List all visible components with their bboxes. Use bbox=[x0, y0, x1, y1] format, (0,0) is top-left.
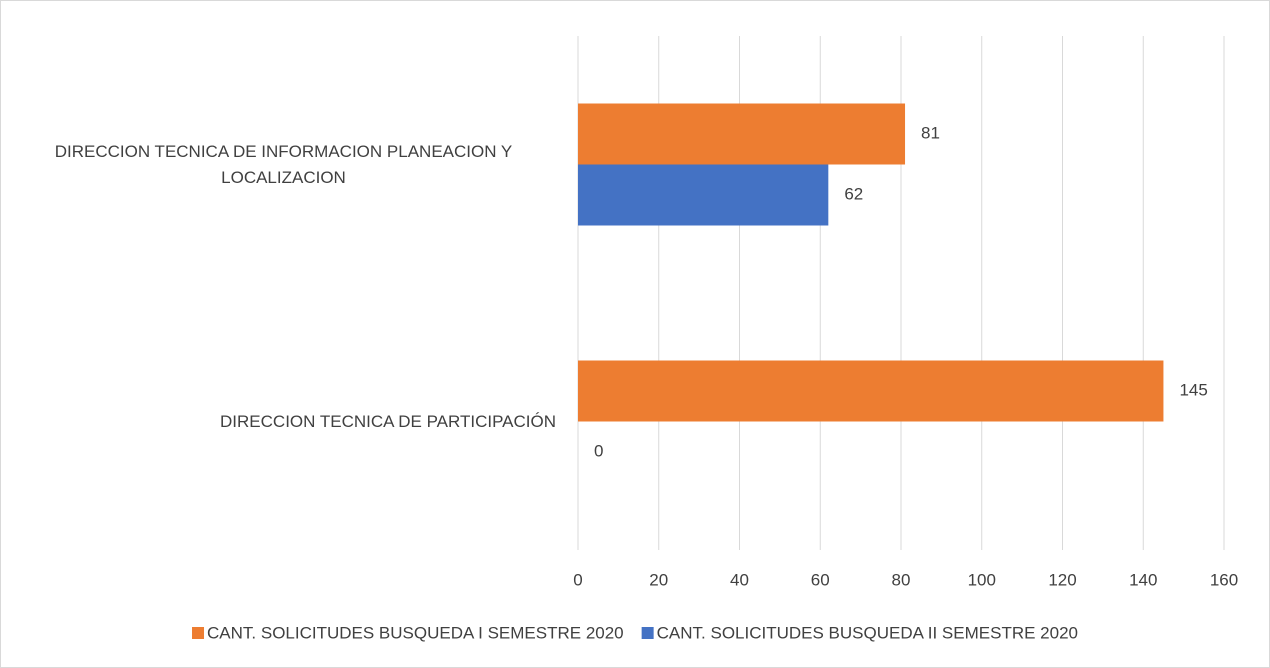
bar bbox=[578, 164, 829, 226]
x-tick-label: 120 bbox=[1048, 570, 1076, 589]
data-label: 81 bbox=[921, 123, 940, 142]
y-tick-label: DIRECCION TECNICA DE INFORMACION PLANEAC… bbox=[54, 141, 513, 187]
bar bbox=[578, 103, 906, 165]
data-label: 145 bbox=[1179, 380, 1207, 399]
x-tick-label: 80 bbox=[892, 570, 911, 589]
x-tick-label: 20 bbox=[649, 570, 668, 589]
legend-swatch bbox=[192, 627, 205, 639]
legend-label: CANT. SOLICITUDES BUSQUEDA I SEMESTRE 20… bbox=[207, 623, 624, 642]
legend-label: CANT. SOLICITUDES BUSQUEDA II SEMESTRE 2… bbox=[657, 623, 1078, 642]
x-tick-label: 40 bbox=[730, 570, 749, 589]
x-tick-label: 140 bbox=[1129, 570, 1157, 589]
data-label: 0 bbox=[594, 441, 603, 460]
x-tick-label: 0 bbox=[573, 570, 582, 589]
x-tick-label: 60 bbox=[811, 570, 830, 589]
y-tick-label: DIRECCION TECNICA DE PARTICIPACIÓN bbox=[220, 411, 556, 431]
bar bbox=[578, 360, 1164, 422]
legend-swatch bbox=[641, 627, 654, 639]
data-label: 62 bbox=[844, 184, 863, 203]
x-tick-label: 100 bbox=[968, 570, 996, 589]
x-tick-label: 160 bbox=[1210, 570, 1238, 589]
